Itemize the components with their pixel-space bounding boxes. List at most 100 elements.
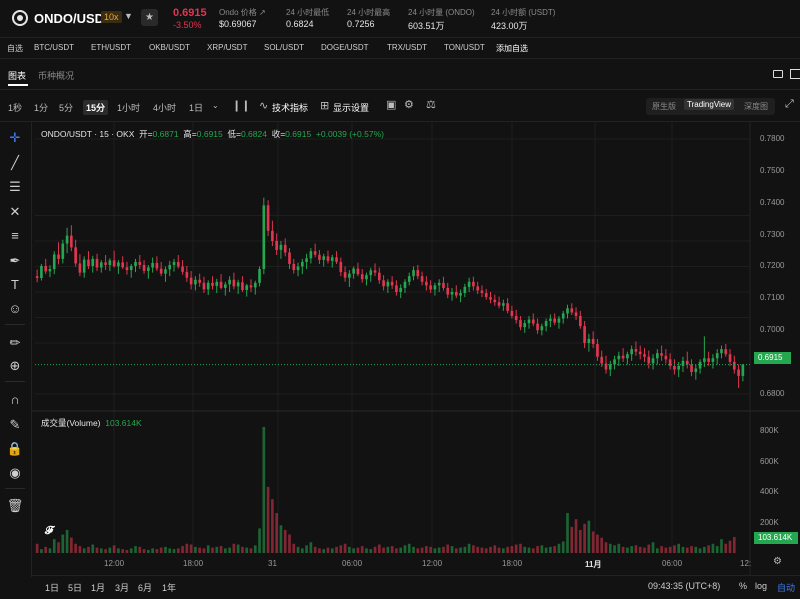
candle-body <box>630 349 633 355</box>
auto-toggle[interactable]: 自动 <box>777 583 796 593</box>
candle-body <box>121 262 125 268</box>
candle-body <box>668 359 672 366</box>
volume-tick: 600K <box>760 457 779 466</box>
candle-body <box>527 319 531 324</box>
display-settings-button[interactable]: 显示设置 <box>333 103 370 113</box>
template-icon[interactable]: ⚖ <box>426 99 436 111</box>
layout-icon[interactable] <box>773 70 783 78</box>
ticker-item[interactable]: TRX/USDT <box>387 43 427 52</box>
range-1y[interactable]: 1年 <box>162 583 177 593</box>
chevron-down-icon[interactable]: ⌄ <box>212 101 219 110</box>
tab-underline <box>8 84 28 86</box>
trendline-icon[interactable]: ╱ <box>11 155 19 170</box>
zoom-in-icon[interactable]: ⊕ <box>9 358 21 373</box>
candle-type-icon[interactable]: ❙❙ <box>232 100 251 112</box>
volume-bar <box>99 548 103 553</box>
stat-value-24h-turnover: 423.00万 <box>491 21 528 31</box>
range-1d[interactable]: 1日 <box>45 583 60 593</box>
expand-icon[interactable] <box>790 69 800 79</box>
interval-5m[interactable]: 5分 <box>59 103 74 113</box>
horizontal-lines-icon[interactable]: ☰ <box>9 179 21 194</box>
percent-toggle[interactable]: % <box>739 581 748 591</box>
interval-1m[interactable]: 1分 <box>34 103 49 113</box>
favorite-star-icon[interactable]: ★ <box>141 9 158 26</box>
pair-selector[interactable]: ONDO/USDT <box>34 11 112 26</box>
ticker-item[interactable]: XRP/USDT <box>207 43 248 52</box>
ticker-item[interactable]: DOGE/USDT <box>321 43 369 52</box>
chevron-down-icon[interactable]: ▼ <box>124 11 133 21</box>
candle-body <box>40 265 43 278</box>
candle-body <box>283 244 287 253</box>
volume-bar <box>514 544 518 553</box>
display-settings-icon[interactable]: ⊞ <box>320 100 330 112</box>
ruler-icon[interactable]: ✏ <box>9 335 21 350</box>
range-3m[interactable]: 3月 <box>115 583 130 593</box>
gear-icon[interactable]: ⚙ <box>773 556 782 567</box>
pattern-icon[interactable]: ✕ <box>9 204 21 219</box>
magnet-icon[interactable]: ∩ <box>10 392 20 407</box>
range-5d[interactable]: 5日 <box>68 583 83 593</box>
lock-icon[interactable]: 🔒 <box>6 441 24 456</box>
candle-body <box>57 254 60 259</box>
stat-label-24h-volume: 24 小时量 (ONDO) <box>408 8 475 17</box>
ticker-item[interactable]: TON/USDT <box>444 43 485 52</box>
volume-bar <box>707 545 710 553</box>
indicators-icon[interactable]: ∿ <box>259 100 269 112</box>
ticker-item[interactable]: ETH/USDT <box>91 43 131 52</box>
ticker-item[interactable]: BTC/USDT <box>34 43 74 52</box>
range-6m[interactable]: 6月 <box>138 583 153 593</box>
log-toggle[interactable]: log <box>755 581 768 591</box>
candle-body <box>412 270 415 277</box>
stat-label-ondo-price[interactable]: Ondo 价格 ↗ <box>219 8 266 17</box>
text-icon[interactable]: T <box>11 277 19 292</box>
gear-icon[interactable]: ⚙ <box>404 99 414 111</box>
volume-bar <box>262 426 266 553</box>
emoji-icon[interactable]: ☺ <box>8 301 22 316</box>
trash-icon[interactable]: 🗑 <box>6 498 24 513</box>
volume-bar <box>527 547 531 553</box>
candle-body <box>151 262 154 268</box>
interval-1s[interactable]: 1秒 <box>8 103 23 113</box>
tab-chart[interactable]: 图表 <box>8 71 27 81</box>
candle-body <box>557 318 561 323</box>
candle-body <box>600 356 604 364</box>
ticker-item[interactable]: OKB/USDT <box>149 43 190 52</box>
add-watchlist-button[interactable]: 添加自选 <box>496 44 528 53</box>
volume-bar <box>433 548 437 553</box>
interval-4h[interactable]: 4小时 <box>153 103 177 113</box>
lock-drawing-icon[interactable]: ✎ <box>9 417 21 432</box>
view-depth[interactable]: 深度图 <box>744 102 768 111</box>
ticker-item[interactable]: SOL/USDT <box>264 43 305 52</box>
volume-bar <box>467 543 471 553</box>
volume-legend: 成交量(Volume) 103.614K <box>41 417 142 429</box>
candle-body <box>44 265 48 272</box>
watchlist-label[interactable]: 自选 <box>7 44 23 53</box>
volume-bar <box>108 547 112 553</box>
crosshair-icon[interactable]: ✛ <box>9 130 21 145</box>
interval-1d[interactable]: 1日 <box>189 103 204 113</box>
fullscreen-icon[interactable]: ⤢ <box>785 98 794 110</box>
candle-body <box>489 297 492 300</box>
tab-overview[interactable]: 币种概况 <box>38 71 75 81</box>
volume-bar <box>403 545 407 553</box>
volume-bar <box>266 486 270 553</box>
screenshot-icon[interactable]: ▣ <box>386 99 397 111</box>
fibonacci-icon[interactable]: ≡ <box>11 228 19 243</box>
candle-body <box>155 262 159 269</box>
view-native[interactable]: 原生版 <box>652 102 676 111</box>
volume-tick: 200K <box>760 518 779 527</box>
candle-body <box>703 358 706 362</box>
range-1m[interactable]: 1月 <box>91 583 106 593</box>
eye-icon[interactable]: ◉ <box>9 465 21 480</box>
volume-bar <box>241 546 244 553</box>
brush-icon[interactable]: ✒ <box>9 253 21 268</box>
volume-bar <box>147 549 150 553</box>
interval-15m[interactable]: 15分 <box>83 100 109 115</box>
candle-body <box>87 259 90 266</box>
candle-body <box>433 285 437 290</box>
view-tradingview[interactable]: TradingView <box>684 99 735 110</box>
indicators-button[interactable]: 技术指标 <box>272 103 309 113</box>
volume-bar <box>185 543 189 553</box>
interval-1h[interactable]: 1小时 <box>117 103 141 113</box>
